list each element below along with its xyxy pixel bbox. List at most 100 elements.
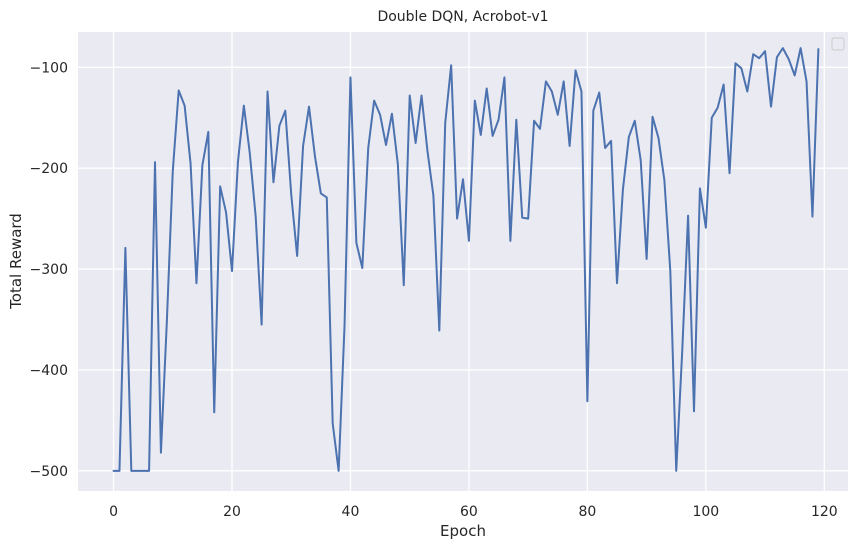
data-point (480, 134, 482, 136)
plot-area (78, 32, 848, 491)
data-point (160, 452, 162, 454)
data-point (569, 145, 571, 147)
data-point (616, 282, 618, 284)
y-tick-label: −100 (30, 60, 68, 76)
data-point (468, 240, 470, 242)
data-point (361, 267, 363, 269)
data-point (551, 91, 553, 93)
data-point (533, 120, 535, 122)
data-point (474, 100, 476, 102)
data-point (539, 128, 541, 130)
data-point (580, 91, 582, 93)
data-point (172, 170, 174, 172)
data-point (136, 470, 138, 472)
data-point (758, 57, 760, 59)
data-point (326, 196, 328, 198)
data-point (237, 161, 239, 163)
data-point (492, 135, 494, 137)
data-point (794, 74, 796, 76)
data-point (557, 114, 559, 116)
data-point (261, 324, 263, 326)
data-point (604, 147, 606, 149)
data-point (118, 470, 120, 472)
data-point (308, 106, 310, 108)
data-point (190, 162, 192, 164)
data-point (201, 164, 203, 166)
series-line (112, 47, 820, 472)
data-point (249, 152, 251, 154)
data-point (349, 76, 351, 78)
data-point (403, 284, 405, 286)
data-point (592, 110, 594, 112)
data-point (740, 67, 742, 69)
x-tick-label: 120 (811, 504, 838, 520)
data-point (693, 410, 695, 412)
data-point (255, 216, 257, 218)
data-point (355, 242, 357, 244)
data-point (610, 140, 612, 142)
data-point (746, 91, 748, 93)
data-point (278, 125, 280, 127)
y-tick-label: −200 (30, 161, 68, 177)
data-point (734, 62, 736, 64)
data-point (296, 255, 298, 257)
data-point (782, 47, 784, 49)
data-point (669, 270, 671, 272)
data-point (195, 282, 197, 284)
data-point (817, 48, 819, 50)
data-point (231, 270, 233, 272)
data-point (184, 105, 186, 107)
data-point (515, 119, 517, 121)
tick-labels: 0 20 40 60 80 100 120 −500 −400 −300 −200 −100 (30, 60, 838, 520)
series-layer (112, 47, 820, 472)
data-point (811, 216, 813, 218)
data-point (373, 100, 375, 102)
data-point (723, 83, 725, 85)
data-point (432, 194, 434, 196)
data-point (130, 470, 132, 472)
data-point (148, 470, 150, 472)
data-point (681, 352, 683, 354)
data-point (729, 172, 731, 174)
data-point (705, 227, 707, 229)
legend-box (831, 37, 845, 51)
data-point (421, 95, 423, 97)
data-point (367, 147, 369, 149)
data-point (320, 192, 322, 194)
y-tick-label: −400 (30, 363, 68, 379)
data-point (391, 113, 393, 115)
data-point (243, 105, 245, 107)
y-tick-label: −300 (30, 262, 68, 278)
data-point (657, 137, 659, 139)
data-point (498, 119, 500, 121)
data-point (717, 107, 719, 109)
data-point (503, 76, 505, 78)
y-axis-label: Total Reward (7, 213, 25, 310)
x-tick-label: 60 (460, 504, 478, 520)
data-point (284, 110, 286, 112)
chart-title: Double DQN, Acrobot-v1 (377, 9, 548, 25)
data-point (302, 145, 304, 147)
data-point (575, 69, 577, 71)
data-point (675, 470, 677, 472)
data-point (415, 142, 417, 144)
data-point (450, 64, 452, 66)
data-point (338, 470, 340, 472)
data-point (622, 188, 624, 190)
data-point (806, 80, 808, 82)
data-point (225, 212, 227, 214)
data-point (344, 325, 346, 327)
data-point (652, 116, 654, 118)
data-point (272, 181, 274, 183)
x-tick-label: 0 (109, 504, 118, 520)
data-point (438, 330, 440, 332)
data-point (563, 80, 565, 82)
data-point (699, 187, 701, 189)
data-point (770, 106, 772, 108)
data-point (598, 92, 600, 94)
data-point (752, 53, 754, 55)
data-point (545, 80, 547, 82)
data-point (634, 120, 636, 122)
data-point (178, 90, 180, 92)
